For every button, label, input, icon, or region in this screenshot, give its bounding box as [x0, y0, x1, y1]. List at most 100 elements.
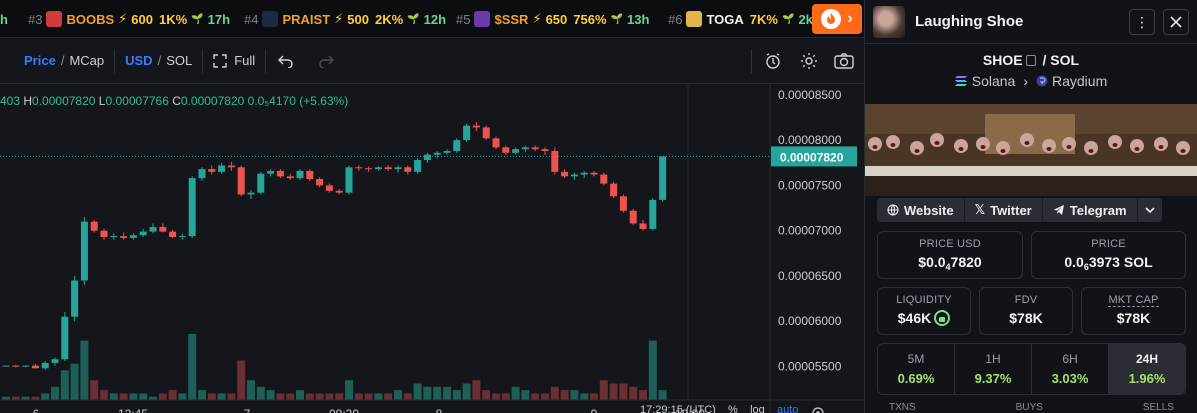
market-cap-label[interactable]: MKT CAP	[1108, 294, 1159, 307]
mcap-toggle-option[interactable]: MCap	[69, 53, 105, 68]
x-tick-label: 12:45	[118, 407, 148, 413]
ticker-item[interactable]: #6 TOGA 7K% 🌱 2k	[668, 0, 813, 37]
price-chart[interactable]: 0.00008500 0.00008000 0.00007500 0.00007000…	[0, 84, 864, 413]
candle-body	[198, 169, 206, 179]
txns-column-label: BUYS	[1015, 402, 1043, 413]
bolt-icon: ⚡	[118, 11, 128, 26]
candle-body	[71, 280, 79, 317]
y-tick-label: 0.00008000	[778, 133, 842, 147]
chart-status-bar: 17:29:15 (UTC) % log auto	[640, 404, 798, 413]
banner-figure	[910, 141, 924, 155]
banner-figure	[1084, 141, 1098, 155]
timeframe-tab-5m[interactable]: 5M 0.69%	[878, 344, 955, 394]
candle-body	[345, 167, 353, 193]
timeframe-tab-24h[interactable]: 24H 1.96%	[1109, 344, 1185, 394]
close-icon	[1170, 15, 1182, 28]
price-sol-value: 0.063973 SOL	[1032, 254, 1185, 272]
price-sol-prefix: 0.0	[1064, 254, 1084, 270]
volume-bar	[629, 386, 638, 400]
banner-figure-mouth	[1000, 149, 1006, 153]
bolt-icon: ⚡	[532, 11, 542, 26]
fdv-value: $78K	[1009, 310, 1043, 326]
candle-body	[659, 156, 667, 200]
banner-figure-mouth	[980, 145, 986, 149]
candle-body	[541, 149, 549, 152]
volume-bar	[325, 393, 334, 400]
alert-button[interactable]	[752, 38, 792, 84]
candle-body	[512, 149, 520, 153]
y-tick-label: 0.00008500	[778, 88, 842, 102]
candle-body	[306, 170, 314, 180]
candle-body	[149, 227, 157, 232]
trending-button[interactable]: ›	[812, 4, 862, 34]
currency-toggle[interactable]: USD / SOL	[115, 38, 202, 84]
undo-button[interactable]	[266, 38, 306, 84]
close-button[interactable]	[1163, 8, 1189, 35]
settings-button[interactable]	[792, 38, 826, 84]
price-change-tabs: 5M 0.69% 1H 9.37% 6H 3.03% 24H 1.96%	[877, 343, 1186, 395]
candle-body	[629, 210, 637, 224]
auto-scale-toggle[interactable]: auto	[776, 404, 799, 413]
ticker-name: $SSR	[494, 11, 529, 27]
toolbar-divider	[202, 48, 204, 73]
twitter-link[interactable]: 𝕏 Twitter	[964, 198, 1043, 222]
volume-bar	[168, 390, 177, 400]
token-avatar	[873, 5, 905, 38]
candle-body	[237, 167, 245, 195]
candle-body	[374, 167, 382, 170]
timeframe-change: 3.03%	[1051, 371, 1089, 386]
banner-figure-mouth	[1046, 147, 1052, 151]
volume-bar	[560, 390, 569, 400]
volume-bar	[658, 390, 667, 400]
candle-body	[433, 152, 441, 155]
token-info-panel: Laughing Shoe ⋮ SHOE / SOL Solana › Rayd…	[864, 0, 1197, 413]
plot-area[interactable]	[0, 84, 770, 413]
banner-figure	[976, 137, 990, 151]
volume-bar	[570, 390, 579, 400]
social-links: Website 𝕏 Twitter Telegram	[877, 198, 1162, 222]
volume-bar	[227, 393, 236, 400]
volume-bar	[70, 363, 79, 400]
candle-body	[90, 221, 98, 231]
percent-scale-toggle[interactable]: %	[728, 404, 738, 413]
ticker-item[interactable]: #5 $SSR ⚡ 650 756% 🌱 13h	[456, 0, 649, 37]
usd-toggle-option[interactable]: USD	[125, 53, 153, 68]
lock-icon[interactable]	[934, 310, 951, 326]
volume-bar	[609, 383, 618, 400]
candle-body	[51, 359, 59, 363]
volume-bar	[462, 383, 471, 400]
candle-body	[276, 170, 284, 177]
volume-bar	[21, 396, 30, 400]
sol-toggle-option[interactable]: SOL	[166, 53, 193, 68]
telegram-link[interactable]: Telegram	[1042, 198, 1138, 222]
website-link[interactable]: Website	[877, 198, 965, 222]
volume-bar	[217, 393, 226, 400]
market-cap-label-wrap: MKT CAP	[1082, 294, 1185, 307]
ticker-item[interactable]: #4 PRAIST ⚡ 500 2K% 🌱 12h	[244, 0, 446, 37]
more-options-button[interactable]: ⋮	[1129, 8, 1155, 35]
toggle-divider: /	[157, 53, 162, 68]
screenshot-button[interactable]	[826, 38, 864, 84]
redo-button[interactable]	[306, 38, 346, 84]
volume-bar	[11, 396, 20, 400]
fullscreen-button[interactable]: Full	[203, 38, 265, 84]
chain-name[interactable]: Solana	[971, 73, 1016, 89]
candle-body	[580, 172, 588, 175]
dex-name[interactable]: Raydium	[1052, 73, 1108, 89]
volume-bar	[580, 393, 589, 400]
ticker-item[interactable]: #3 BOOBS ⚡ 600 1K% 🌱 17h	[28, 0, 230, 37]
more-links-button[interactable]	[1137, 198, 1162, 222]
volume-bar	[619, 383, 628, 400]
price-toggle-option[interactable]: Price	[24, 53, 56, 68]
banner-figure-mouth	[1088, 149, 1094, 153]
ticker-name: TOGA	[706, 11, 744, 27]
price-mcap-toggle[interactable]: Price / MCap	[0, 38, 114, 84]
candle-body	[600, 174, 608, 184]
timeframe-tab-6h[interactable]: 6H 3.03%	[1032, 344, 1109, 394]
copy-icon[interactable]	[1025, 55, 1036, 66]
banner-figure-mouth	[934, 141, 940, 145]
timeframe-tab-1h[interactable]: 1H 9.37%	[955, 344, 1032, 394]
log-scale-toggle[interactable]: log	[750, 404, 765, 413]
axis-settings-icon[interactable]	[812, 407, 824, 413]
